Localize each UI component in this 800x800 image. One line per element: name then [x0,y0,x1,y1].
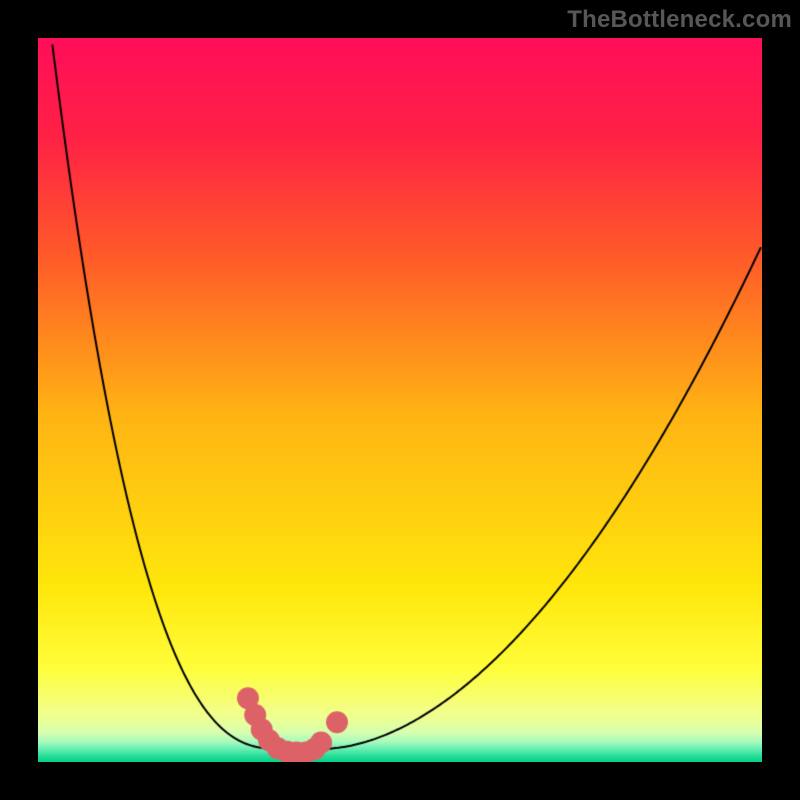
watermark-text: TheBottleneck.com [567,6,792,34]
plot-area [38,38,762,762]
chart-stage: TheBottleneck.com [0,0,800,800]
bottleneck-curve-layer [38,38,762,762]
